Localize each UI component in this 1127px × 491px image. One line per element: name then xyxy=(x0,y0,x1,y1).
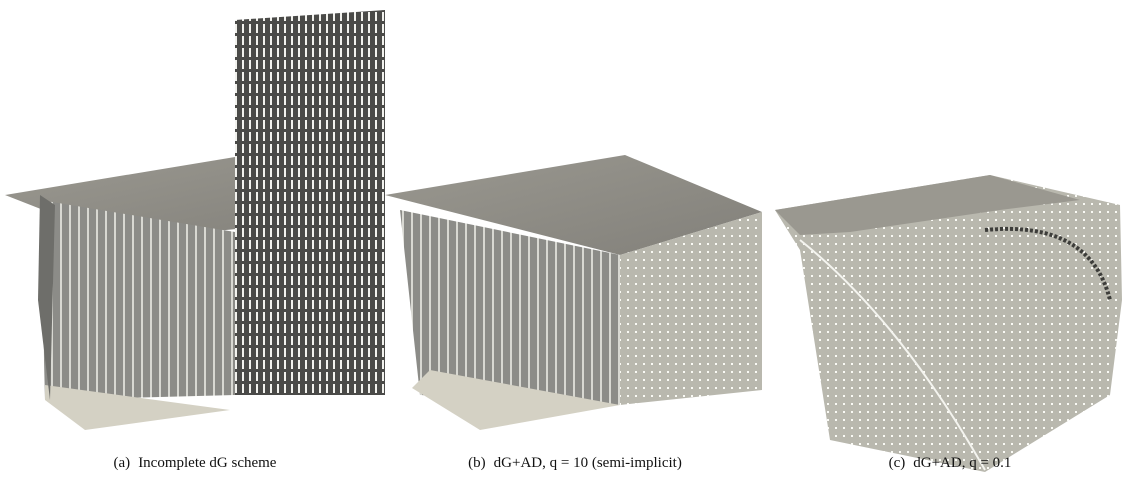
caption-text: dG+AD, q = 0.1 xyxy=(913,455,1011,471)
panel-a-surface xyxy=(5,10,385,430)
caption-text: dG+AD, q = 10 (semi-implicit) xyxy=(494,455,682,471)
caption: (b) dG+AD, q = 10 (semi-implicit) xyxy=(468,455,682,472)
caption: (c) dG+AD, q = 0.1 xyxy=(889,455,1012,472)
panel-c-surface xyxy=(775,175,1122,472)
surface-renders xyxy=(0,0,1127,491)
caption-label: (a) xyxy=(114,455,131,471)
figure-page: (a) Incomplete dG scheme (b) dG+AD, q = 10… xyxy=(0,0,1127,491)
caption-label: (c) xyxy=(889,455,906,471)
caption-label: (b) xyxy=(468,455,486,471)
panel-b-surface xyxy=(385,155,762,430)
caption: (a) Incomplete dG scheme xyxy=(114,455,277,472)
caption-text: Incomplete dG scheme xyxy=(138,455,276,471)
